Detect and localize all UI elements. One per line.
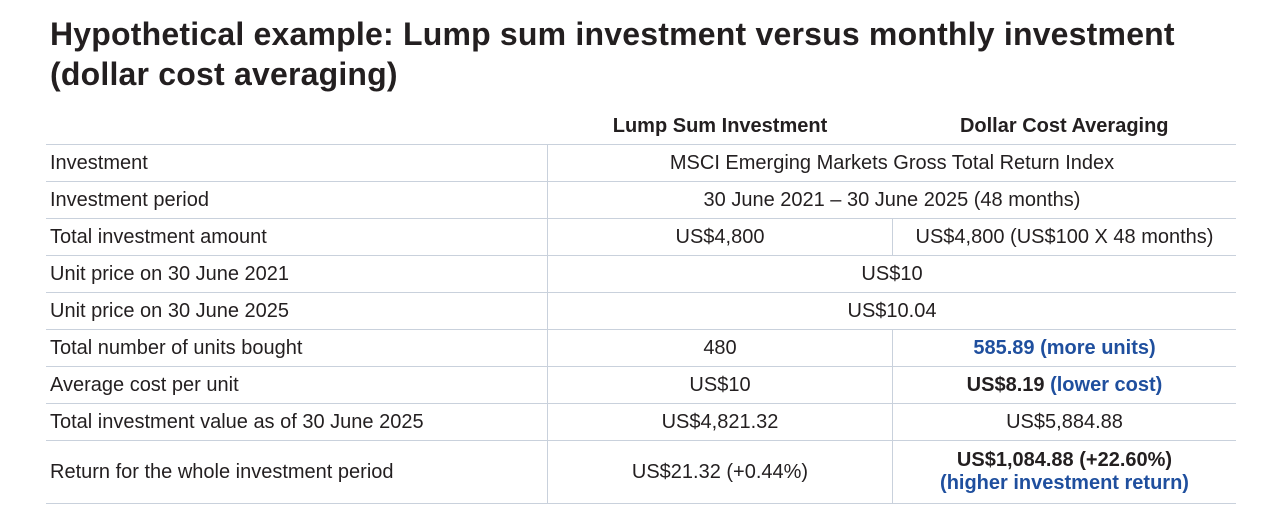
cell: MSCI Emerging Markets Gross Total Return… [547, 144, 1236, 182]
row-label: Unit price on 30 June 2025 [46, 292, 548, 330]
cell: US$10.04 [547, 292, 1236, 330]
cell: US$21.32 (+0.44%) [547, 440, 893, 504]
row-label: Investment period [46, 181, 548, 219]
header-cell: Dollar Cost Averaging [892, 108, 1236, 145]
cell: US$4,800 [547, 218, 893, 256]
cell: US$10 [547, 366, 893, 404]
highlight-note: (lower cost) [1050, 373, 1163, 396]
cell: US$5,884.88 [892, 403, 1236, 441]
highlight-value: US$8.19 [966, 373, 1045, 396]
title-line: Hypothetical example: Lump sum investmen… [50, 16, 1175, 52]
row-label: Unit price on 30 June 2021 [46, 255, 548, 293]
row: Total investment amount US$4,800 US$4,800 … [46, 218, 1236, 256]
row-label: Total number of units bought [46, 329, 548, 367]
row: Unit price on 30 June 2021 US$10 [46, 255, 1236, 293]
comparison-table: Lump Sum Investment Dollar Cost Averagin… [46, 108, 1236, 504]
cell: US$10 [547, 255, 1236, 293]
cell: US$4,800 (US$100 X 48 months) [892, 218, 1236, 256]
row-label: Total investment amount [46, 218, 548, 256]
highlight-note: (higher investment return) [940, 472, 1189, 494]
cell: US$4,821.32 [547, 403, 893, 441]
row: Total investment value as of 30 June 202… [46, 403, 1236, 441]
highlight-note: (more units) [1040, 336, 1156, 359]
cell: 585.89 (more units) [892, 329, 1236, 367]
cell: US$8.19 (lower cost) [892, 366, 1236, 404]
row-label: Return for the whole investment period [46, 440, 548, 504]
row-label: Average cost per unit [46, 366, 548, 404]
cell: 30 June 2021 – 30 June 2025 (48 months) [547, 181, 1236, 219]
title: Hypothetical example: Lump sum investmen… [50, 14, 1175, 94]
header-row: Lump Sum Investment Dollar Cost Averagin… [46, 108, 1236, 145]
row: Unit price on 30 June 2025 US$10.04 [46, 292, 1236, 330]
row-label: Investment [46, 144, 548, 182]
row-label: Total investment value as of 30 June 202… [46, 403, 548, 441]
cell: 480 [547, 329, 893, 367]
cell: US$1,084.88 (+22.60%) (higher investment … [892, 440, 1236, 504]
header-cell: Lump Sum Investment [547, 108, 893, 145]
title-line: (dollar cost averaging) [50, 56, 398, 92]
highlight-value: 585.89 [973, 336, 1035, 359]
header-blank [46, 108, 548, 145]
row: Total number of units bought 480 585.89 (m… [46, 329, 1236, 367]
row: Investment period 30 June 2021 – 30 June … [46, 181, 1236, 219]
row: Average cost per unit US$10 US$8.19 (lower… [46, 366, 1236, 404]
row: Return for the whole investment period US… [46, 440, 1236, 504]
row: Investment MSCI Emerging Markets Gross To… [46, 144, 1236, 182]
highlight-value: US$1,084.88 (+22.60%) [956, 449, 1173, 471]
